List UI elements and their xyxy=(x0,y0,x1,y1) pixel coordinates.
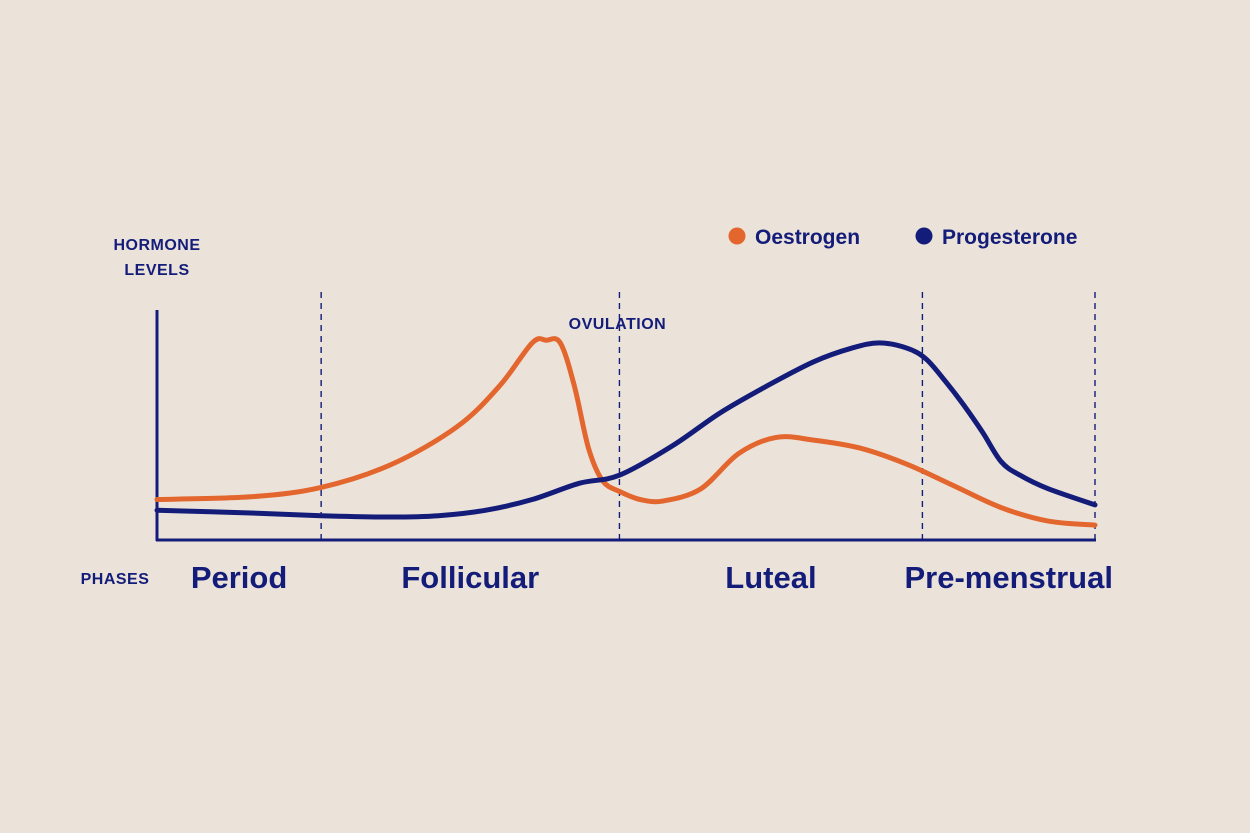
phase-label-3: Pre-menstrual xyxy=(904,560,1112,595)
legend-label-oestrogen: Oestrogen xyxy=(755,226,860,249)
phase-label-0: Period xyxy=(191,560,287,595)
legend-swatch-progesterone xyxy=(915,227,933,245)
legend-label-progesterone: Progesterone xyxy=(942,226,1077,249)
phase-label-2: Luteal xyxy=(725,560,816,595)
ovulation-annotation: OVULATION xyxy=(569,316,667,333)
phase-labels: Period Follicular Luteal Pre-menstrual xyxy=(191,560,1113,595)
series-layer xyxy=(154,336,1098,528)
legend-swatch-oestrogen xyxy=(728,227,746,245)
phase-label-1: Follicular xyxy=(401,560,539,595)
y-axis-label-line-1: HORMONE xyxy=(113,237,200,254)
series-line-progesterone xyxy=(154,340,1098,520)
phase-dividers xyxy=(320,292,1096,540)
x-axis-label: PHASES xyxy=(81,571,150,588)
legend: Oestrogen Progesterone xyxy=(728,226,1077,249)
series-line-oestrogen xyxy=(154,336,1098,528)
y-axis-label-line-2: LEVELS xyxy=(124,262,189,279)
